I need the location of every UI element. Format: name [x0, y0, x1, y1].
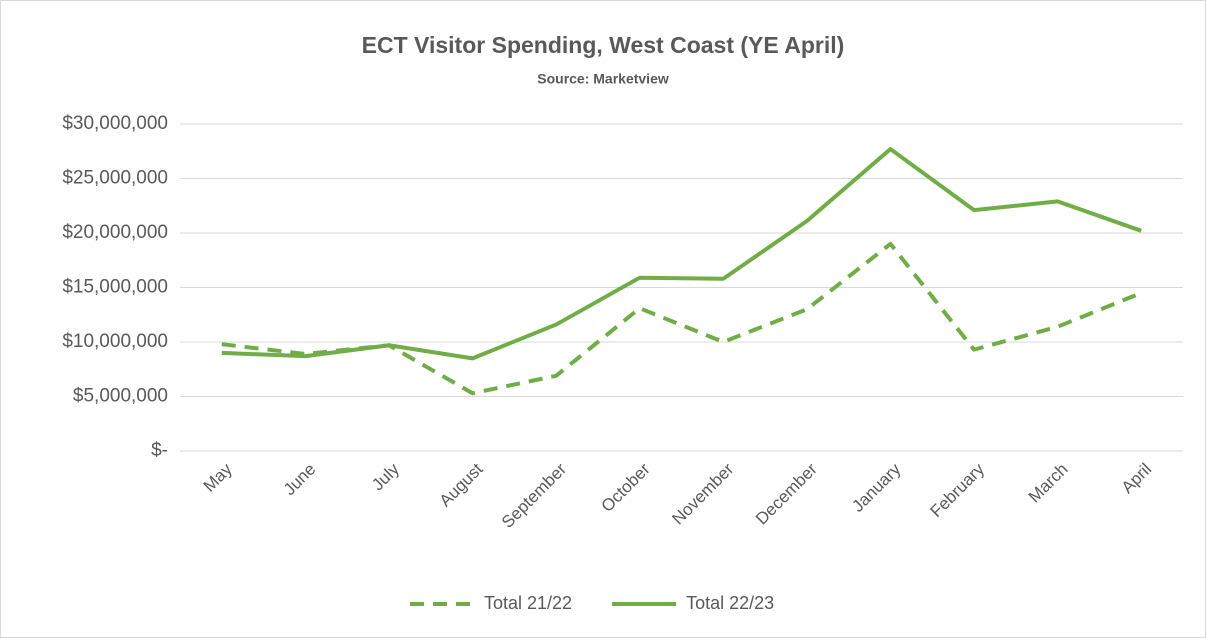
y-tick-label: $- [151, 440, 168, 461]
y-tick-label: $5,000,000 [73, 386, 168, 407]
y-tick-label: $15,000,000 [62, 277, 168, 298]
line-series [221, 147, 1142, 361]
y-tick-label: $30,000,000 [62, 113, 168, 134]
y-tick-label: $20,000,000 [62, 222, 168, 243]
chart-title: ECT Visitor Spending, West Coast (YE Apr… [362, 32, 845, 58]
legend-label: Total 21/22 [484, 593, 572, 613]
legend-label: Total 22/23 [686, 593, 774, 613]
chart-subtitle: Source: Marketview [537, 71, 669, 87]
y-tick-label: $10,000,000 [62, 331, 168, 352]
y-tick-label: $25,000,000 [62, 168, 168, 189]
